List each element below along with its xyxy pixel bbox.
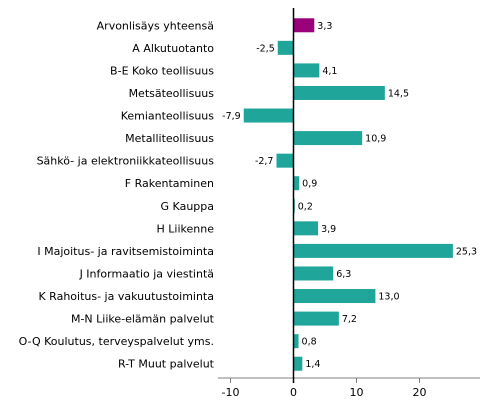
- x-axis: -10 0 10 20: [218, 377, 480, 399]
- category-label: F Rakentaminen: [125, 177, 214, 190]
- value-label: 25,3: [456, 246, 477, 257]
- category-label: K Rahoitus- ja vakuutustoiminta: [38, 290, 214, 303]
- bar: [277, 40, 294, 55]
- value-label: 13,0: [378, 292, 399, 303]
- value-label: -7,9: [222, 111, 241, 122]
- category-label: Metsäteollisuus: [129, 87, 215, 100]
- value-labels-group: 3,3 -2,5 4,1 14,5 -7,9 10,9 -2,7 0,9 0,2 3,9 25,3 6…: [222, 21, 477, 370]
- category-label: Sähkö- ja elektroniikkateollisuus: [37, 155, 215, 168]
- value-label: 0,2: [298, 201, 313, 212]
- bar: [293, 131, 363, 146]
- value-label: 1,4: [305, 359, 320, 370]
- category-label: I Majoitus- ja ravitsemistoiminta: [37, 245, 214, 258]
- bar: [243, 108, 294, 123]
- category-label: A Alkutuotanto: [132, 42, 214, 55]
- value-label: 0,9: [302, 179, 317, 190]
- category-label: Metalliteollisuus: [125, 132, 214, 145]
- value-label: -2,7: [255, 156, 274, 167]
- bar: [293, 356, 303, 371]
- category-label: Kemianteollisuus: [121, 110, 215, 123]
- bars-group: [243, 18, 453, 371]
- bar: [293, 221, 319, 236]
- category-label: H Liikenne: [157, 222, 215, 235]
- x-tick-label: 10: [350, 386, 364, 399]
- value-label: 10,9: [365, 134, 386, 145]
- bar: [293, 266, 334, 281]
- bar: [293, 311, 339, 326]
- bar: [293, 63, 320, 78]
- bar: [293, 18, 315, 33]
- category-label: R-T Muut palvelut: [118, 358, 215, 371]
- bar: [293, 289, 376, 304]
- category-label: G Kauppa: [161, 200, 214, 213]
- value-label: -2,5: [256, 43, 275, 54]
- category-label: B-E Koko teollisuus: [110, 64, 214, 77]
- bar: [293, 176, 300, 191]
- value-label: 4,1: [322, 66, 337, 77]
- value-label: 0,8: [302, 337, 317, 348]
- value-label: 3,9: [321, 224, 336, 235]
- category-labels-group: Arvonlisäys yhteensä A Alkutuotanto B-E Ko…: [19, 19, 215, 370]
- value-label: 7,2: [342, 314, 357, 325]
- value-label: 6,3: [336, 269, 351, 280]
- value-label: 3,3: [317, 21, 332, 32]
- category-label: M-N Liike-elämän palvelut: [71, 313, 215, 326]
- bar: [293, 243, 453, 258]
- category-label: Arvonlisäys yhteensä: [97, 19, 214, 32]
- x-tick-label: -10: [222, 386, 240, 399]
- value-label: 14,5: [388, 88, 409, 99]
- x-tick-label: 20: [413, 386, 427, 399]
- bar: [293, 334, 299, 349]
- x-tick-label: 0: [290, 386, 297, 399]
- category-label: O-Q Koulutus, terveyspalvelut yms.: [19, 335, 214, 348]
- bar: [293, 85, 385, 100]
- category-label: J Informaatio ja viestintä: [79, 267, 214, 280]
- bar: [276, 153, 294, 168]
